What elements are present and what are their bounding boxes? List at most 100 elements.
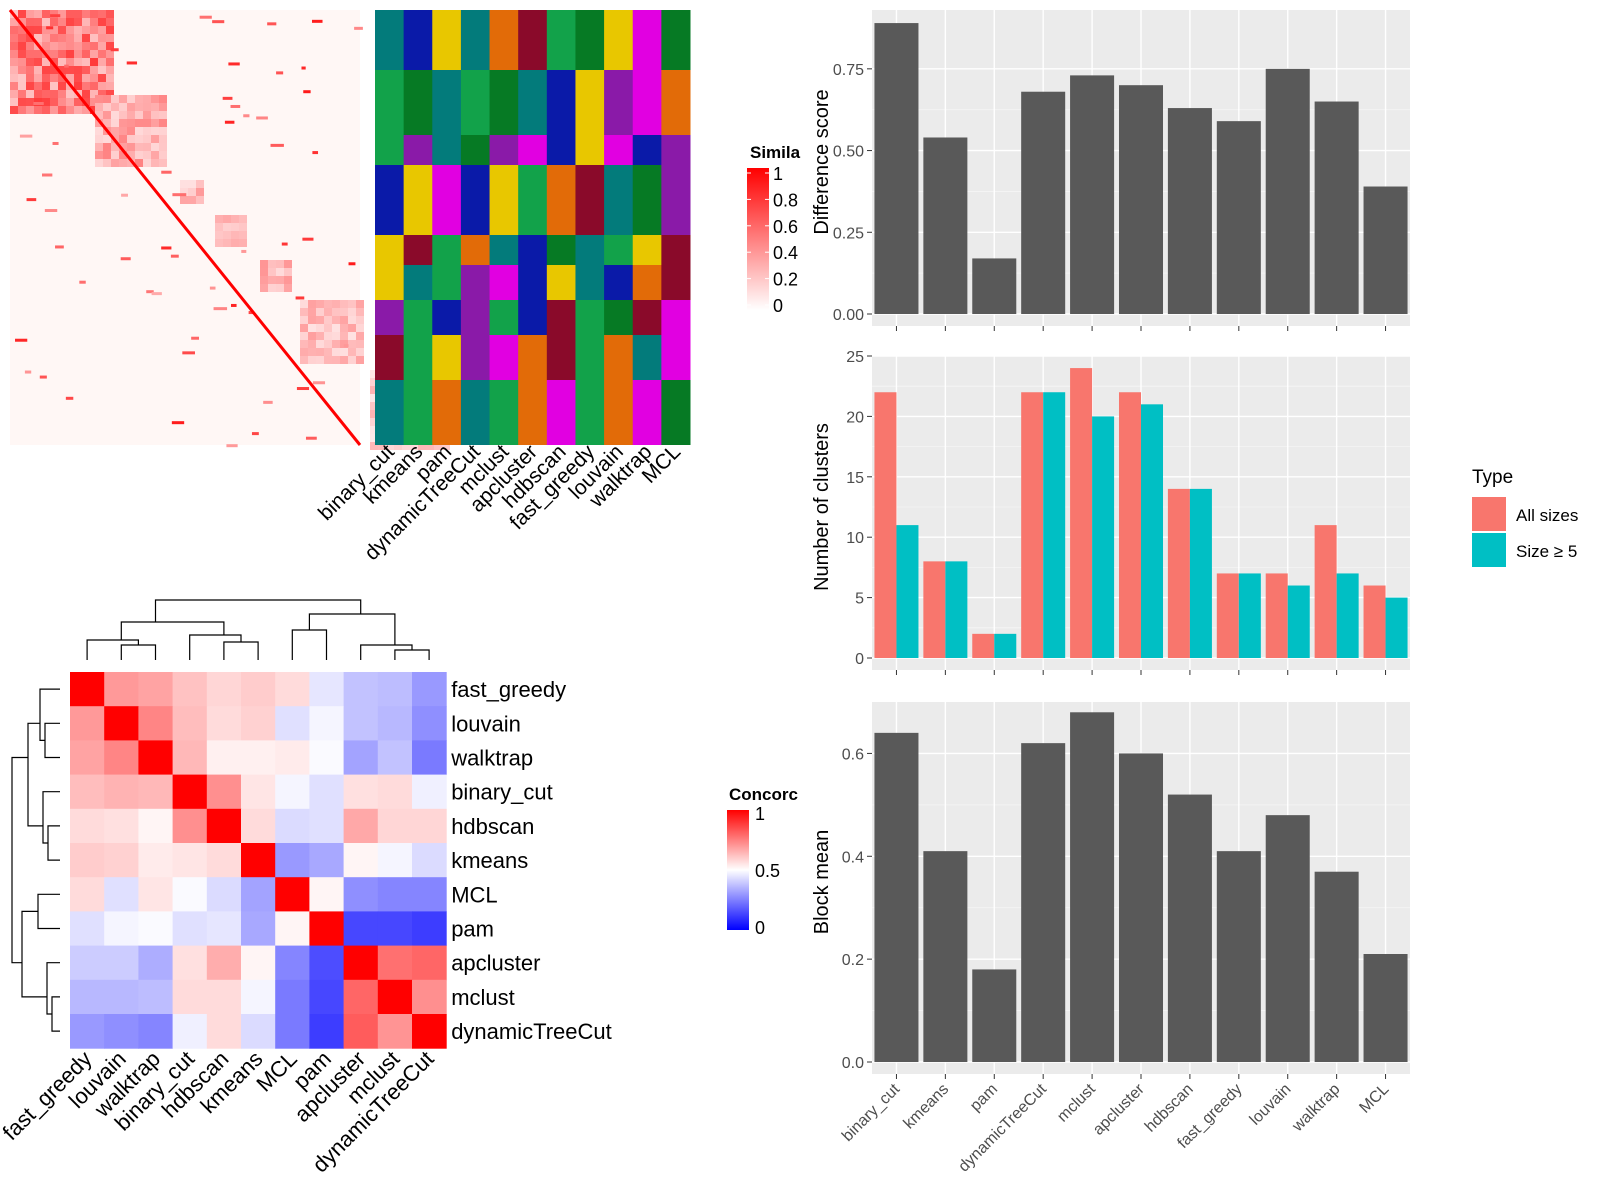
matrix-cell	[661, 135, 691, 165]
concordance-cell	[275, 706, 310, 741]
concordance-cell	[343, 979, 379, 1015]
concordance-cell	[206, 877, 242, 912]
similarity-cell	[58, 10, 66, 18]
concordance-cell	[138, 672, 174, 707]
matrix-cell	[375, 380, 405, 445]
similarity-cell	[180, 180, 188, 188]
similarity-cell	[300, 308, 308, 316]
similarity-cell	[356, 356, 364, 364]
similarity-cell	[370, 410, 378, 418]
bar	[1314, 101, 1359, 314]
similarity-cell	[119, 127, 127, 135]
bar	[1118, 753, 1164, 1062]
similarity-cell	[82, 42, 90, 50]
similarity-cell	[239, 231, 247, 239]
concordance-row-label: mclust	[451, 985, 515, 1010]
matrix-cell	[460, 380, 491, 445]
similarity-cell	[151, 151, 159, 159]
matrix-cell	[375, 235, 405, 265]
concordance-cell	[138, 1014, 174, 1049]
similarity-cell	[111, 103, 119, 111]
matrix-cell	[546, 165, 576, 235]
concordance-cell	[206, 843, 242, 878]
concordance-cell	[172, 740, 208, 776]
bar-size-ge-5	[1287, 585, 1310, 658]
concordance-cell	[309, 1014, 345, 1049]
matrix-cell	[632, 300, 662, 335]
concordance-cell	[343, 877, 379, 912]
similarity-cell	[370, 426, 378, 434]
similarity-cell	[135, 135, 143, 143]
concordance-cell	[275, 911, 310, 947]
similarity-cell	[34, 82, 42, 90]
similarity-cell	[119, 95, 127, 103]
matrix-cell	[432, 165, 462, 235]
similarity-cell	[215, 223, 223, 231]
similarity-cell	[26, 74, 34, 82]
similarity-cell	[284, 260, 292, 268]
similarity-cell	[10, 98, 18, 106]
similarity-cell	[442, 442, 450, 450]
similarity-cell	[103, 135, 111, 143]
matrix-cell	[489, 135, 519, 165]
similarity-cell	[42, 26, 50, 34]
matrix-cell	[518, 300, 548, 335]
similarity-cell	[354, 26, 363, 30]
matrix-cell	[546, 135, 576, 165]
bar	[1314, 871, 1359, 1062]
similarity-cell	[316, 300, 324, 308]
similarity-cell	[239, 223, 247, 231]
matrix-cell	[403, 380, 433, 445]
concordance-cell	[309, 979, 345, 1015]
concordance-cell	[275, 979, 310, 1015]
similarity-cell	[106, 90, 114, 98]
similarity-cell	[66, 90, 74, 98]
similarity-cell	[296, 387, 310, 391]
concordance-cell	[206, 945, 242, 981]
similarity-cell	[10, 58, 18, 66]
similarity-cell	[239, 239, 247, 247]
similarity-cell	[312, 151, 319, 155]
similarity-cell	[324, 308, 332, 316]
concordance-cell	[377, 911, 413, 947]
similarity-cell	[111, 95, 119, 103]
concordance-cell	[309, 945, 345, 981]
similarity-cell	[42, 82, 50, 90]
concordance-cell	[377, 808, 413, 844]
bar	[1021, 91, 1066, 314]
similarity-cell	[260, 276, 268, 284]
similarity-cell	[74, 82, 82, 90]
similarity-cell	[215, 231, 223, 239]
similarity-cell	[135, 103, 143, 111]
similarity-cell	[18, 66, 26, 74]
similarity-cell	[106, 10, 114, 18]
matrix-cell	[432, 235, 462, 265]
similarity-cell	[332, 332, 340, 340]
similarity-cell	[127, 135, 135, 143]
concordance-legend-bar	[727, 810, 749, 930]
similarity-cell	[90, 90, 98, 98]
matrix-cell	[518, 10, 548, 70]
similarity-cell	[66, 106, 74, 114]
dendrogram-link	[394, 649, 430, 660]
concordance-cell	[343, 740, 379, 776]
concordance-cell	[241, 1014, 276, 1049]
similarity-cell	[268, 276, 276, 284]
similarity-cell	[98, 18, 106, 26]
concordance-cell	[343, 843, 379, 878]
concordance-legend-tick-label: 1	[755, 804, 765, 824]
similarity-cell	[332, 316, 340, 324]
similarity-cell	[18, 50, 26, 58]
matrix-cell	[403, 235, 433, 265]
concordance-cell	[206, 774, 242, 810]
similarity-cell	[66, 10, 74, 18]
similarity-cell	[159, 151, 167, 159]
matrix-cell	[546, 380, 576, 445]
bar-size-ge-5	[1141, 404, 1164, 658]
concordance-cell	[70, 945, 105, 981]
matrix-cell	[632, 335, 662, 380]
similarity-cell	[370, 386, 378, 394]
similarity-cell	[74, 42, 82, 50]
similarity-cell	[370, 442, 378, 450]
similarity-cell	[55, 245, 64, 249]
